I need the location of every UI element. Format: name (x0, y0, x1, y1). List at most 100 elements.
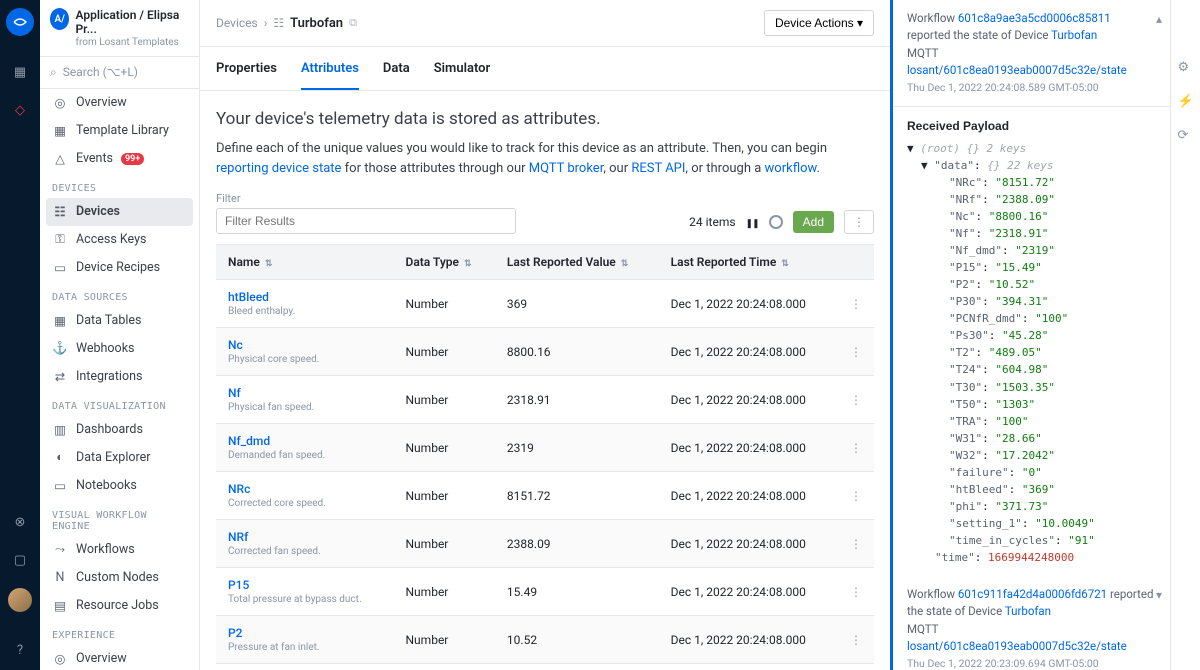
section-devices: DEVICES (40, 173, 199, 198)
attr-type: Number (394, 616, 495, 664)
tab-attributes[interactable]: Attributes (301, 47, 359, 90)
breadcrumb-parent[interactable]: Devices (216, 16, 258, 30)
sidebar-item-webhooks[interactable]: ⚓Webhooks (40, 335, 199, 363)
copy-icon[interactable]: ⧉ (349, 16, 357, 30)
expand-icon[interactable]: ▾ (1156, 586, 1162, 604)
refresh-tool-icon[interactable]: ⟳ (1178, 128, 1194, 144)
more-menu[interactable]: ⋮ (844, 210, 874, 234)
attr-name[interactable]: NRf (228, 530, 382, 544)
link-reporting[interactable]: reporting device state (216, 161, 341, 176)
col-name[interactable]: Name ⇅ (216, 245, 394, 280)
collapse-icon[interactable]: ▴ (1156, 10, 1162, 28)
app-avatar: A/ (50, 8, 69, 30)
app-title: Application / Elipsa Pr... (75, 8, 189, 37)
sidebar-item-dashboards[interactable]: ▥Dashboards (40, 416, 199, 444)
row-menu[interactable]: ⋮ (838, 472, 874, 520)
attr-name[interactable]: P15 (228, 578, 382, 592)
sidebar-item-data-tables[interactable]: ▦Data Tables (40, 307, 199, 335)
row-menu[interactable]: ⋮ (838, 424, 874, 472)
payload: Received Payload▼ (root) {} 2 keys▼ "dat… (893, 107, 1170, 576)
link-mqtt[interactable]: MQTT broker (529, 161, 604, 176)
rail-bottom-1[interactable]: ⊗ (10, 512, 30, 532)
sidebar-item-device-recipes[interactable]: ▭Device Recipes (40, 254, 199, 282)
attr-value: 10.52 (495, 616, 659, 664)
user-avatar[interactable] (8, 588, 32, 612)
device-icon: ☷ (273, 16, 284, 30)
attr-time: Dec 1, 2022 20:24:08.000 (659, 328, 838, 376)
col-data-type[interactable]: Data Type ⇅ (394, 245, 495, 280)
item-icon: ☷ (52, 204, 68, 220)
sidebar-search[interactable]: ⌕ Search (⌥+L) (40, 57, 199, 89)
attr-desc: Corrected core speed. (228, 498, 382, 509)
section-data-visualization: DATA VISUALIZATION (40, 391, 199, 416)
sidebar-item-access-keys[interactable]: ⚿Access Keys (40, 226, 199, 254)
app-header[interactable]: A/ Application / Elipsa Pr... from Losan… (40, 0, 199, 57)
section-data-sources: DATA SOURCES (40, 282, 199, 307)
rail-item-1[interactable]: ▦ (10, 62, 30, 82)
row-menu[interactable]: ⋮ (838, 568, 874, 616)
attr-value: 8151.72 (495, 472, 659, 520)
filter-input[interactable] (216, 208, 516, 234)
attr-name[interactable]: P2 (228, 626, 382, 640)
main: Devices › ☷ Turbofan ⧉ Device Actions ▾ … (200, 0, 890, 670)
sidebar-item-resource-jobs[interactable]: ▤Resource Jobs (40, 592, 199, 620)
topbar: Devices › ☷ Turbofan ⧉ Device Actions ▾ (200, 0, 890, 47)
breadcrumb: Devices › ☷ Turbofan ⧉ (216, 16, 357, 31)
rail-bottom-2[interactable]: ▢ (10, 550, 30, 570)
row-menu[interactable]: ⋮ (838, 328, 874, 376)
attr-name[interactable]: htBleed (228, 290, 382, 304)
pause-icon[interactable] (746, 215, 759, 229)
link-rest[interactable]: REST API (631, 161, 685, 176)
col-last-reported-time[interactable]: Last Reported Time ⇅ (659, 245, 838, 280)
log-entry[interactable]: ▾Workflow 601c911fa42d4a0006fd6721 repor… (893, 576, 1170, 670)
sidebar-item-custom-nodes[interactable]: NCustom Nodes (40, 564, 199, 592)
sidebar-item-workflows[interactable]: ⤳Workflows (40, 536, 199, 564)
attr-type: Number (394, 520, 495, 568)
col-last-reported-value[interactable]: Last Reported Value ⇅ (495, 245, 659, 280)
sidebar-item-data-explorer[interactable]: ◐Data Explorer (40, 444, 199, 472)
app-subtitle: from Losant Templates (75, 37, 189, 48)
logo-icon[interactable] (6, 8, 34, 36)
attr-name[interactable]: Nc (228, 338, 382, 352)
item-icon: N (52, 570, 68, 586)
section-visual-workflow-engine: VISUAL WORKFLOW ENGINE (40, 500, 199, 536)
sidebar-item-overview[interactable]: ◎Overview (40, 645, 199, 670)
attr-name[interactable]: NRc (228, 482, 382, 496)
attr-desc: Demanded fan speed. (228, 450, 382, 461)
device-actions-button[interactable]: Device Actions ▾ (764, 10, 874, 36)
attr-desc: Physical core speed. (228, 354, 382, 365)
item-icon: ▦ (52, 313, 68, 329)
item-icon: ◎ (52, 651, 68, 667)
tab-simulator[interactable]: Simulator (434, 47, 490, 90)
refresh-icon[interactable] (769, 215, 783, 229)
row-menu[interactable]: ⋮ (838, 616, 874, 664)
gear-icon[interactable]: ⚙ (1178, 60, 1194, 76)
attr-name[interactable]: Nf_dmd (228, 434, 382, 448)
sidebar-item-devices[interactable]: ☷Devices (46, 198, 193, 226)
attr-type: Number (394, 424, 495, 472)
attr-name[interactable]: Nf (228, 386, 382, 400)
row-menu[interactable]: ⋮ (838, 280, 874, 328)
rail-item-2[interactable]: ◇ (10, 100, 30, 120)
attr-time: Dec 1, 2022 20:24:08.000 (659, 568, 838, 616)
link-workflow[interactable]: workflow (765, 161, 817, 176)
search-placeholder: Search (⌥+L) (63, 65, 138, 79)
page-heading: Your device's telemetry data is stored a… (216, 109, 874, 129)
tab-data[interactable]: Data (383, 47, 410, 90)
sidebar-item-template-library[interactable]: ▦Template Library (40, 117, 199, 145)
row-menu[interactable]: ⋮ (838, 376, 874, 424)
attr-type: Number (394, 472, 495, 520)
attr-time: Dec 1, 2022 20:24:08.000 (659, 472, 838, 520)
row-menu[interactable]: ⋮ (838, 520, 874, 568)
debug-icon[interactable]: ⚡ (1178, 94, 1194, 110)
attr-type: Number (394, 376, 495, 424)
log-entry[interactable]: ▴Workflow 601c8a9ae3a5cd0006c85811 repor… (893, 0, 1170, 107)
add-button[interactable]: Add (793, 211, 834, 233)
sidebar-item-notebooks[interactable]: ▭Notebooks (40, 472, 199, 500)
sidebar-item-overview[interactable]: ◎Overview (40, 89, 199, 117)
help-icon[interactable]: ? (10, 640, 30, 660)
sidebar-item-integrations[interactable]: ⇄Integrations (40, 363, 199, 391)
tab-properties[interactable]: Properties (216, 47, 277, 90)
section-experience: EXPERIENCE (40, 620, 199, 645)
sidebar-item-events[interactable]: △Events99+ (40, 145, 199, 173)
